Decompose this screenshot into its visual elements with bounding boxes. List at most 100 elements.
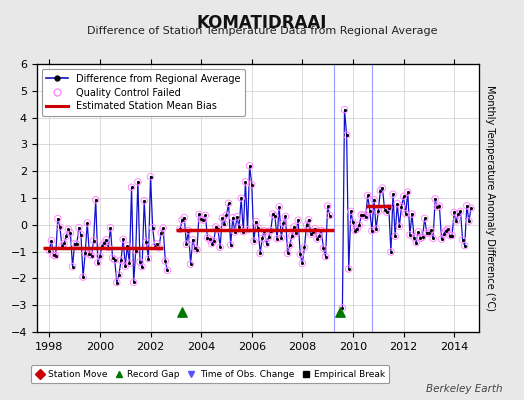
- Point: [442, 228, 450, 234]
- Point: [342, 132, 351, 138]
- Point: [68, 264, 77, 270]
- Point: [88, 252, 96, 259]
- Point: [406, 232, 414, 238]
- Point: [433, 204, 442, 210]
- Point: [129, 279, 138, 286]
- Point: [197, 216, 205, 223]
- Point: [397, 204, 406, 210]
- Point: [307, 231, 315, 238]
- Point: [127, 184, 136, 190]
- Point: [454, 211, 463, 217]
- Point: [420, 215, 429, 222]
- Point: [178, 217, 187, 224]
- Point: [277, 235, 286, 241]
- Point: [286, 242, 294, 248]
- Point: [77, 231, 85, 238]
- Point: [444, 226, 452, 232]
- Point: [452, 218, 461, 224]
- Point: [456, 208, 465, 214]
- Point: [340, 106, 348, 113]
- Point: [77, 231, 85, 238]
- Point: [237, 195, 245, 201]
- Point: [452, 218, 461, 224]
- Point: [357, 212, 366, 218]
- Point: [53, 216, 62, 222]
- Point: [94, 260, 102, 266]
- Point: [104, 244, 113, 251]
- Point: [258, 235, 267, 242]
- Point: [313, 236, 321, 242]
- Point: [429, 235, 437, 242]
- Point: [256, 250, 265, 256]
- Point: [275, 204, 283, 210]
- Point: [106, 224, 115, 231]
- Point: [136, 259, 144, 265]
- Point: [387, 249, 395, 255]
- Point: [288, 233, 296, 239]
- Point: [83, 220, 92, 226]
- Point: [96, 253, 104, 259]
- Point: [393, 200, 401, 207]
- Point: [252, 218, 260, 225]
- Point: [376, 188, 385, 194]
- Point: [429, 235, 437, 242]
- Point: [226, 242, 235, 248]
- Point: [66, 230, 74, 236]
- Point: [241, 179, 249, 185]
- Point: [351, 227, 359, 234]
- Point: [263, 241, 271, 247]
- Point: [178, 309, 187, 315]
- Point: [442, 228, 450, 234]
- Point: [456, 208, 465, 214]
- Point: [203, 234, 212, 241]
- Point: [265, 234, 273, 240]
- Point: [51, 252, 60, 259]
- Point: [102, 237, 111, 243]
- Point: [321, 254, 330, 260]
- Point: [252, 218, 260, 225]
- Point: [450, 209, 458, 216]
- Point: [245, 163, 254, 169]
- Point: [88, 252, 96, 259]
- Point: [132, 247, 140, 254]
- Point: [119, 236, 127, 242]
- Point: [45, 247, 53, 254]
- Point: [106, 224, 115, 231]
- Point: [336, 309, 344, 315]
- Point: [427, 227, 435, 234]
- Point: [180, 214, 189, 221]
- Point: [307, 231, 315, 238]
- Point: [467, 205, 475, 211]
- Point: [414, 228, 422, 235]
- Point: [79, 274, 88, 280]
- Point: [353, 226, 362, 232]
- Point: [359, 212, 368, 219]
- Point: [51, 252, 60, 259]
- Point: [92, 196, 100, 203]
- Point: [159, 225, 167, 231]
- Point: [220, 220, 228, 227]
- Point: [273, 236, 281, 242]
- Point: [235, 224, 243, 230]
- Point: [420, 215, 429, 222]
- Point: [298, 260, 307, 266]
- Point: [294, 217, 302, 224]
- Point: [256, 250, 265, 256]
- Point: [294, 217, 302, 224]
- Point: [397, 204, 406, 210]
- Point: [458, 237, 467, 243]
- Point: [161, 258, 169, 264]
- Point: [401, 210, 410, 217]
- Point: [317, 227, 325, 234]
- Point: [247, 181, 256, 188]
- Point: [395, 223, 403, 230]
- Point: [222, 212, 231, 218]
- Point: [58, 243, 66, 250]
- Point: [226, 242, 235, 248]
- Point: [72, 241, 81, 248]
- Point: [368, 228, 376, 234]
- Point: [140, 198, 148, 204]
- Point: [134, 179, 142, 185]
- Point: [231, 229, 239, 235]
- Text: KOMATIDRAAI: KOMATIDRAAI: [197, 14, 327, 32]
